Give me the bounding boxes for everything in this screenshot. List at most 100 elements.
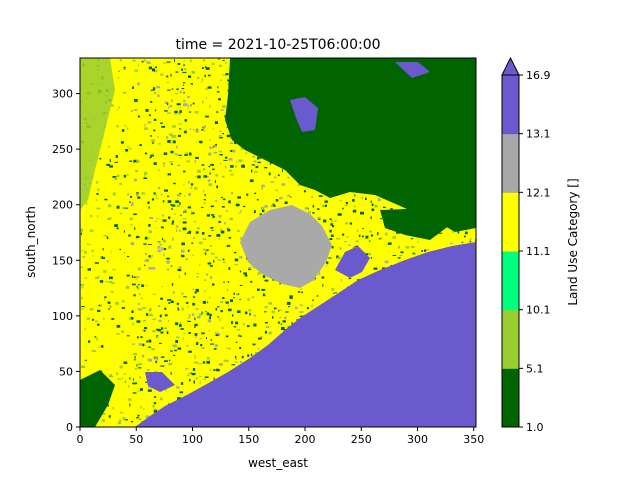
texture-speck — [160, 73, 164, 76]
texture-speck — [259, 213, 262, 216]
texture-speck — [438, 232, 443, 234]
texture-speck — [325, 265, 327, 268]
texture-speck — [190, 83, 193, 85]
texture-speck — [168, 359, 171, 362]
texture-speck — [247, 354, 250, 357]
texture-speck — [142, 307, 147, 309]
texture-speck — [97, 423, 101, 426]
texture-speck — [352, 209, 357, 213]
texture-speck — [117, 77, 119, 80]
texture-speck — [210, 368, 212, 371]
texture-speck — [151, 254, 153, 257]
texture-speck — [199, 380, 201, 384]
texture-speck — [202, 190, 205, 192]
texture-speck — [167, 319, 170, 322]
texture-speck — [127, 173, 129, 177]
texture-speck — [220, 163, 222, 165]
texture-speck — [223, 159, 228, 161]
texture-speck — [150, 89, 155, 91]
texture-speck — [188, 314, 191, 317]
texture-speck — [193, 237, 195, 240]
texture-speck — [362, 235, 364, 238]
texture-speck — [151, 198, 155, 201]
texture-speck — [104, 416, 106, 419]
texture-speck — [170, 150, 174, 154]
texture-speck — [161, 237, 164, 241]
texture-speck — [239, 335, 242, 337]
texture-speck — [167, 140, 171, 143]
texture-speck — [206, 357, 210, 360]
texture-speck — [192, 302, 196, 306]
texture-speck — [210, 227, 214, 229]
texture-speck — [270, 181, 275, 183]
texture-speck — [421, 250, 424, 252]
texture-speck — [205, 311, 207, 313]
texture-speck — [226, 210, 228, 212]
texture-speck — [210, 343, 214, 345]
texture-speck — [277, 321, 280, 324]
texture-speck — [241, 164, 245, 168]
texture-speck — [226, 360, 229, 362]
texture-speck — [151, 142, 154, 144]
texture-speck — [278, 309, 282, 311]
texture-speck — [331, 246, 334, 249]
texture-speck — [100, 232, 104, 235]
texture-speck — [251, 296, 255, 298]
texture-speck — [235, 358, 237, 360]
texture-speck — [201, 206, 204, 208]
texture-speck — [234, 258, 239, 262]
texture-speck — [181, 292, 184, 295]
texture-speck — [137, 390, 140, 392]
x-tick-label: 100 — [182, 433, 203, 446]
texture-speck — [148, 230, 153, 234]
texture-speck — [132, 378, 134, 381]
texture-speck — [109, 159, 111, 162]
texture-speck — [291, 322, 293, 325]
texture-speck — [161, 286, 163, 288]
texture-speck — [238, 212, 241, 214]
texture-speck — [175, 71, 179, 73]
texture-speck — [208, 330, 211, 332]
forest-region — [380, 208, 450, 240]
texture-speck — [183, 332, 186, 335]
texture-speck — [262, 209, 265, 213]
texture-speck — [120, 359, 123, 363]
texture-speck — [174, 59, 175, 62]
texture-speck — [125, 285, 130, 289]
texture-speck — [109, 165, 113, 168]
texture-speck — [193, 129, 195, 131]
texture-speck — [136, 192, 139, 194]
texture-speck — [167, 112, 171, 114]
texture-speck — [185, 152, 189, 156]
texture-speck — [206, 273, 209, 276]
texture-speck — [146, 284, 148, 287]
texture-speck — [179, 128, 182, 130]
texture-speck — [344, 241, 347, 243]
texture-speck — [324, 204, 327, 207]
texture-speck — [142, 343, 145, 347]
texture-speck — [93, 307, 97, 309]
texture-speck — [192, 254, 194, 256]
forest-region — [225, 58, 476, 232]
texture-speck — [270, 205, 275, 207]
texture-speck — [243, 205, 246, 208]
texture-speck — [209, 146, 211, 150]
texture-speck — [183, 68, 187, 71]
texture-speck — [143, 243, 147, 245]
texture-speck — [120, 374, 124, 377]
texture-speck — [225, 335, 229, 338]
texture-speck — [199, 338, 203, 340]
texture-speck — [176, 204, 181, 207]
texture-speck — [449, 242, 454, 244]
texture-speck — [80, 266, 83, 268]
texture-speck — [104, 199, 108, 201]
texture-speck — [189, 152, 192, 156]
lagoon-region — [145, 372, 175, 392]
texture-speck — [120, 148, 124, 150]
texture-speck — [155, 220, 157, 222]
texture-speck — [174, 349, 177, 352]
texture-speck — [146, 313, 149, 316]
texture-speck — [289, 298, 293, 299]
texture-speck — [194, 187, 198, 190]
texture-speck — [129, 201, 131, 203]
